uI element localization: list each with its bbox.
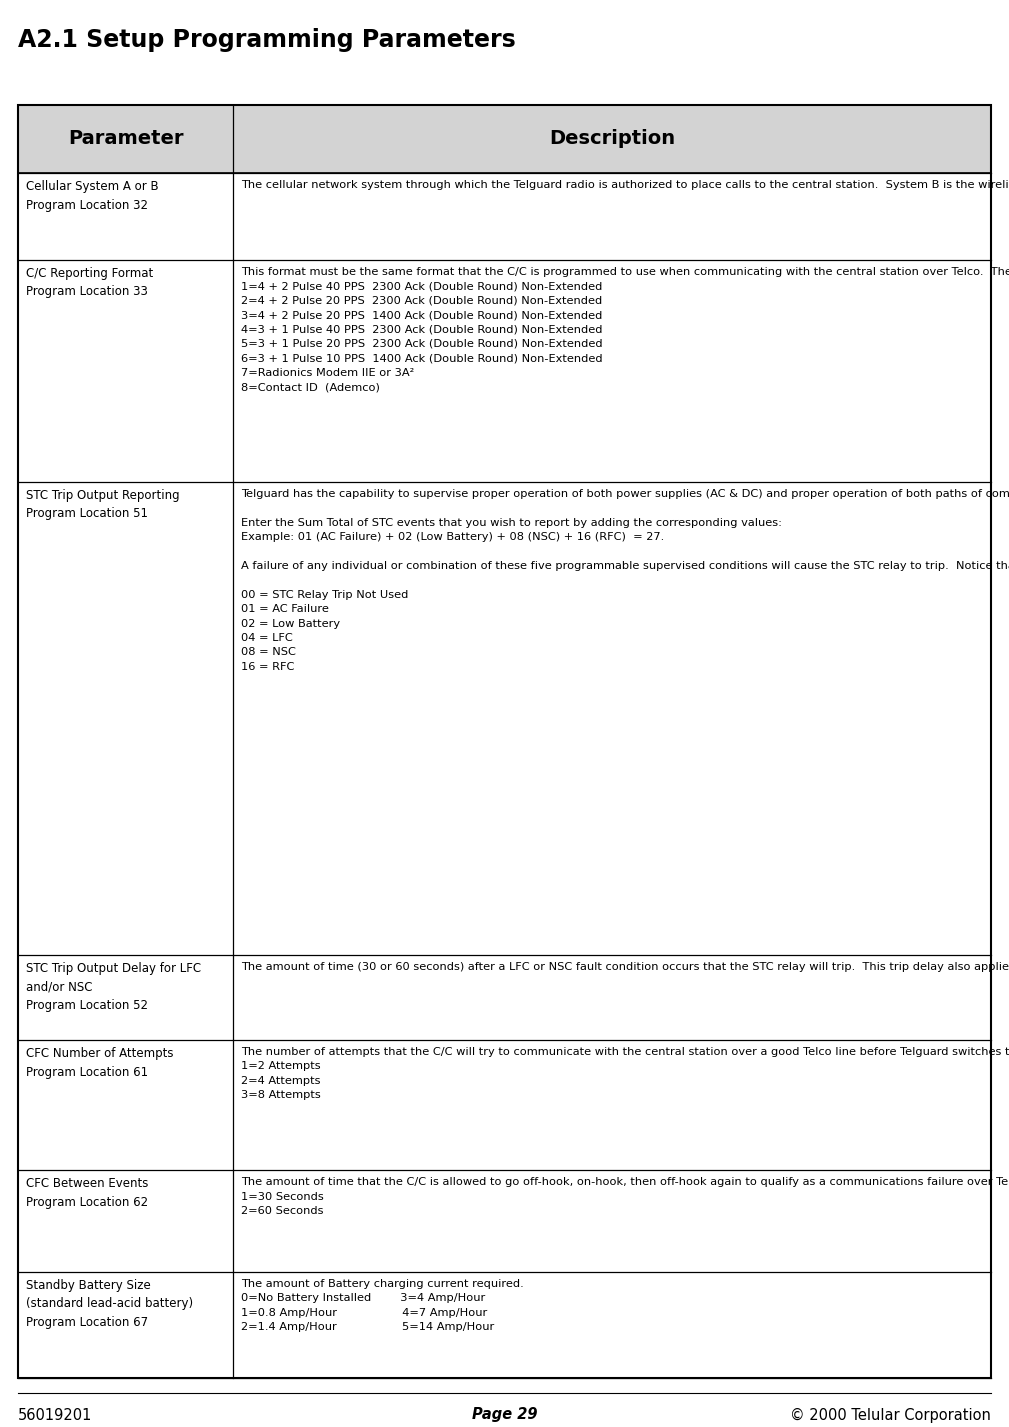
Text: The amount of time that the C/C is allowed to go off-hook, on-hook, then off-hoo: The amount of time that the C/C is allow…: [241, 1177, 1009, 1216]
Bar: [18, 1271, 991, 1378]
Text: STC Trip Output Reporting
Program Location 51: STC Trip Output Reporting Program Locati…: [26, 489, 180, 521]
Text: Telguard has the capability to supervise proper operation of both power supplies: Telguard has the capability to supervise…: [241, 489, 1009, 672]
Text: Page 29: Page 29: [472, 1407, 537, 1423]
Bar: [18, 106, 991, 173]
Text: The cellular network system through which the Telguard radio is authorized to pl: The cellular network system through whic…: [241, 180, 1009, 190]
Bar: [18, 1040, 991, 1170]
Text: CFC Between Events
Program Location 62: CFC Between Events Program Location 62: [26, 1177, 148, 1209]
Bar: [18, 106, 991, 1378]
Text: STC Trip Output Delay for LFC
and/or NSC
Program Location 52: STC Trip Output Delay for LFC and/or NSC…: [26, 962, 201, 1012]
Bar: [18, 173, 991, 260]
Text: © 2000 Telular Corporation: © 2000 Telular Corporation: [790, 1407, 991, 1423]
Bar: [18, 260, 991, 482]
Text: C/C Reporting Format
Program Location 33: C/C Reporting Format Program Location 33: [26, 267, 153, 298]
Bar: [18, 106, 991, 173]
Bar: [18, 1170, 991, 1271]
Text: A2.1 Setup Programming Parameters: A2.1 Setup Programming Parameters: [18, 29, 516, 51]
Bar: [18, 955, 991, 1040]
Text: The amount of time (30 or 60 seconds) after a LFC or NSC fault condition occurs : The amount of time (30 or 60 seconds) af…: [241, 962, 1009, 972]
Bar: [18, 482, 991, 955]
Text: The amount of Battery charging current required.
0=No Battery Installed        3: The amount of Battery charging current r…: [241, 1279, 524, 1331]
Text: Standby Battery Size
(standard lead-acid battery)
Program Location 67: Standby Battery Size (standard lead-acid…: [26, 1279, 193, 1329]
Text: Description: Description: [549, 130, 675, 148]
Text: 56019201: 56019201: [18, 1407, 93, 1423]
Text: This format must be the same format that the C/C is programmed to use when commu: This format must be the same format that…: [241, 267, 1009, 392]
Text: The number of attempts that the C/C will try to communicate with the central sta: The number of attempts that the C/C will…: [241, 1047, 1009, 1100]
Text: CFC Number of Attempts
Program Location 61: CFC Number of Attempts Program Location …: [26, 1047, 174, 1079]
Text: Parameter: Parameter: [68, 130, 184, 148]
Text: Cellular System A or B
Program Location 32: Cellular System A or B Program Location …: [26, 180, 158, 211]
